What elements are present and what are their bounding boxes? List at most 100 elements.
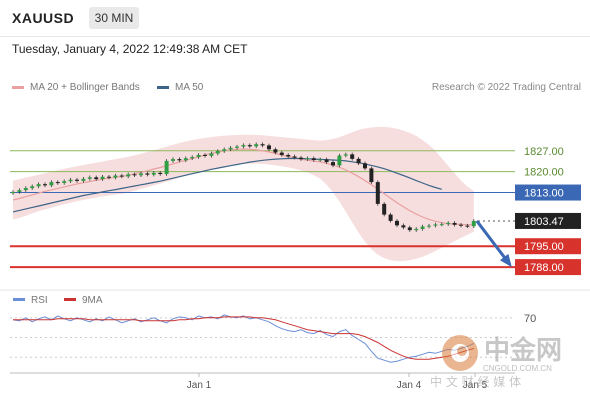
legend-ma50: MA 50 xyxy=(157,82,203,93)
candle xyxy=(139,173,143,176)
chart-header: XAUUSD 30 MIN xyxy=(0,0,590,37)
legend-ma20-label: MA 20 + Bollinger Bands xyxy=(30,82,140,93)
candle xyxy=(427,225,431,227)
candle xyxy=(171,159,175,161)
candle xyxy=(68,179,73,182)
candle xyxy=(452,222,457,225)
timestamp: Tuesday, January 4, 2022 12:49:38 AM CET xyxy=(12,42,248,56)
rsi-ma-line xyxy=(13,316,474,360)
candle xyxy=(446,222,451,225)
candle xyxy=(190,157,195,159)
candle xyxy=(465,225,470,227)
candle xyxy=(145,173,150,175)
x-ticks: Jan 1 Jan 4 Jan 5 xyxy=(187,373,488,391)
candle xyxy=(299,157,303,160)
watermark: 中金网 CNGOLD.COM.CN 中 文 财 经 媒 体 xyxy=(430,335,562,389)
legend-ma50-label: MA 50 xyxy=(175,82,204,93)
candle xyxy=(49,182,54,186)
candle xyxy=(209,153,214,156)
price-level-labels: 1827.00 1820.00 1813.00 1803.47 1795.00 1788.… xyxy=(515,146,581,276)
candle xyxy=(279,152,284,155)
ma20-swatch xyxy=(12,85,24,89)
candle xyxy=(350,154,355,159)
level-label-1788.00: 1788.00 xyxy=(524,262,564,274)
ma9-legend-label: 9MA xyxy=(82,295,103,306)
level-label-1820.00: 1820.00 xyxy=(524,167,564,179)
ma50-swatch xyxy=(157,85,169,89)
symbol-label: XAUUSD xyxy=(12,10,75,26)
candle xyxy=(363,163,367,169)
candle xyxy=(119,175,124,177)
candle xyxy=(30,186,35,189)
candle xyxy=(241,145,246,147)
candle xyxy=(401,225,406,228)
candle xyxy=(126,174,131,177)
candle xyxy=(107,176,111,178)
watermark-cn: 中金网 xyxy=(484,335,562,366)
candle xyxy=(459,224,463,226)
credit: Research © 2022 Trading Central xyxy=(431,82,581,93)
candle xyxy=(196,154,201,158)
candle xyxy=(23,188,28,191)
candles xyxy=(11,142,476,232)
candle xyxy=(132,174,137,176)
candle xyxy=(43,184,47,186)
rsi-swatch xyxy=(13,298,25,301)
ma9-swatch xyxy=(64,298,76,301)
level-label-1795.00: 1795.00 xyxy=(524,241,564,253)
forecast-arrow-head xyxy=(499,253,512,268)
candle xyxy=(471,220,476,227)
candle xyxy=(177,159,182,161)
x-tick-label: Jan 4 xyxy=(397,380,422,391)
candle xyxy=(254,144,259,147)
level-label-1803.47: 1803.47 xyxy=(524,216,564,228)
timeframe-button[interactable]: 30 MIN xyxy=(89,7,139,29)
candle xyxy=(113,175,118,178)
rsi-legend: RSI 9MA xyxy=(13,295,103,306)
candle xyxy=(382,203,387,215)
candle xyxy=(75,179,79,181)
candle xyxy=(151,172,156,175)
x-tick-label: Jan 5 xyxy=(463,380,488,391)
candle xyxy=(11,191,15,194)
level-badge-1788.00 xyxy=(515,259,581,276)
candle xyxy=(273,149,278,153)
candle xyxy=(420,226,425,229)
ma50-line xyxy=(12,157,442,213)
candle xyxy=(100,176,105,180)
candle xyxy=(369,168,374,183)
candle xyxy=(94,177,99,180)
candle xyxy=(439,224,444,226)
candle xyxy=(203,154,207,156)
candle xyxy=(337,155,342,166)
candle xyxy=(228,147,233,150)
forecast-arrow xyxy=(475,220,512,268)
candle xyxy=(292,156,297,158)
x-tick-label: Jan 1 xyxy=(187,380,212,391)
candle xyxy=(356,158,361,164)
level-badge-1803.47 xyxy=(515,212,581,229)
level-badge-1813.00 xyxy=(515,184,581,201)
candle xyxy=(55,182,60,184)
rsi-panel: 70 xyxy=(10,313,536,363)
candle xyxy=(433,224,438,226)
candle xyxy=(324,159,329,163)
candle xyxy=(311,158,316,161)
candle xyxy=(388,214,393,221)
watermark-sub: 中 文 财 经 媒 体 xyxy=(430,374,521,389)
ma20-line xyxy=(12,148,474,226)
candle xyxy=(215,151,220,154)
moving-averages xyxy=(12,148,474,226)
legend-ma20: MA 20 + Bollinger Bands xyxy=(12,82,140,93)
candle xyxy=(235,146,239,148)
candle xyxy=(286,154,291,157)
level-badge-1795.00 xyxy=(515,238,581,255)
watermark-url: CNGOLD.COM.CN xyxy=(483,364,552,373)
candle xyxy=(260,144,265,146)
candle xyxy=(318,159,323,161)
candle xyxy=(247,145,252,147)
candle xyxy=(395,220,399,226)
candle xyxy=(267,145,271,150)
candle xyxy=(158,172,163,175)
